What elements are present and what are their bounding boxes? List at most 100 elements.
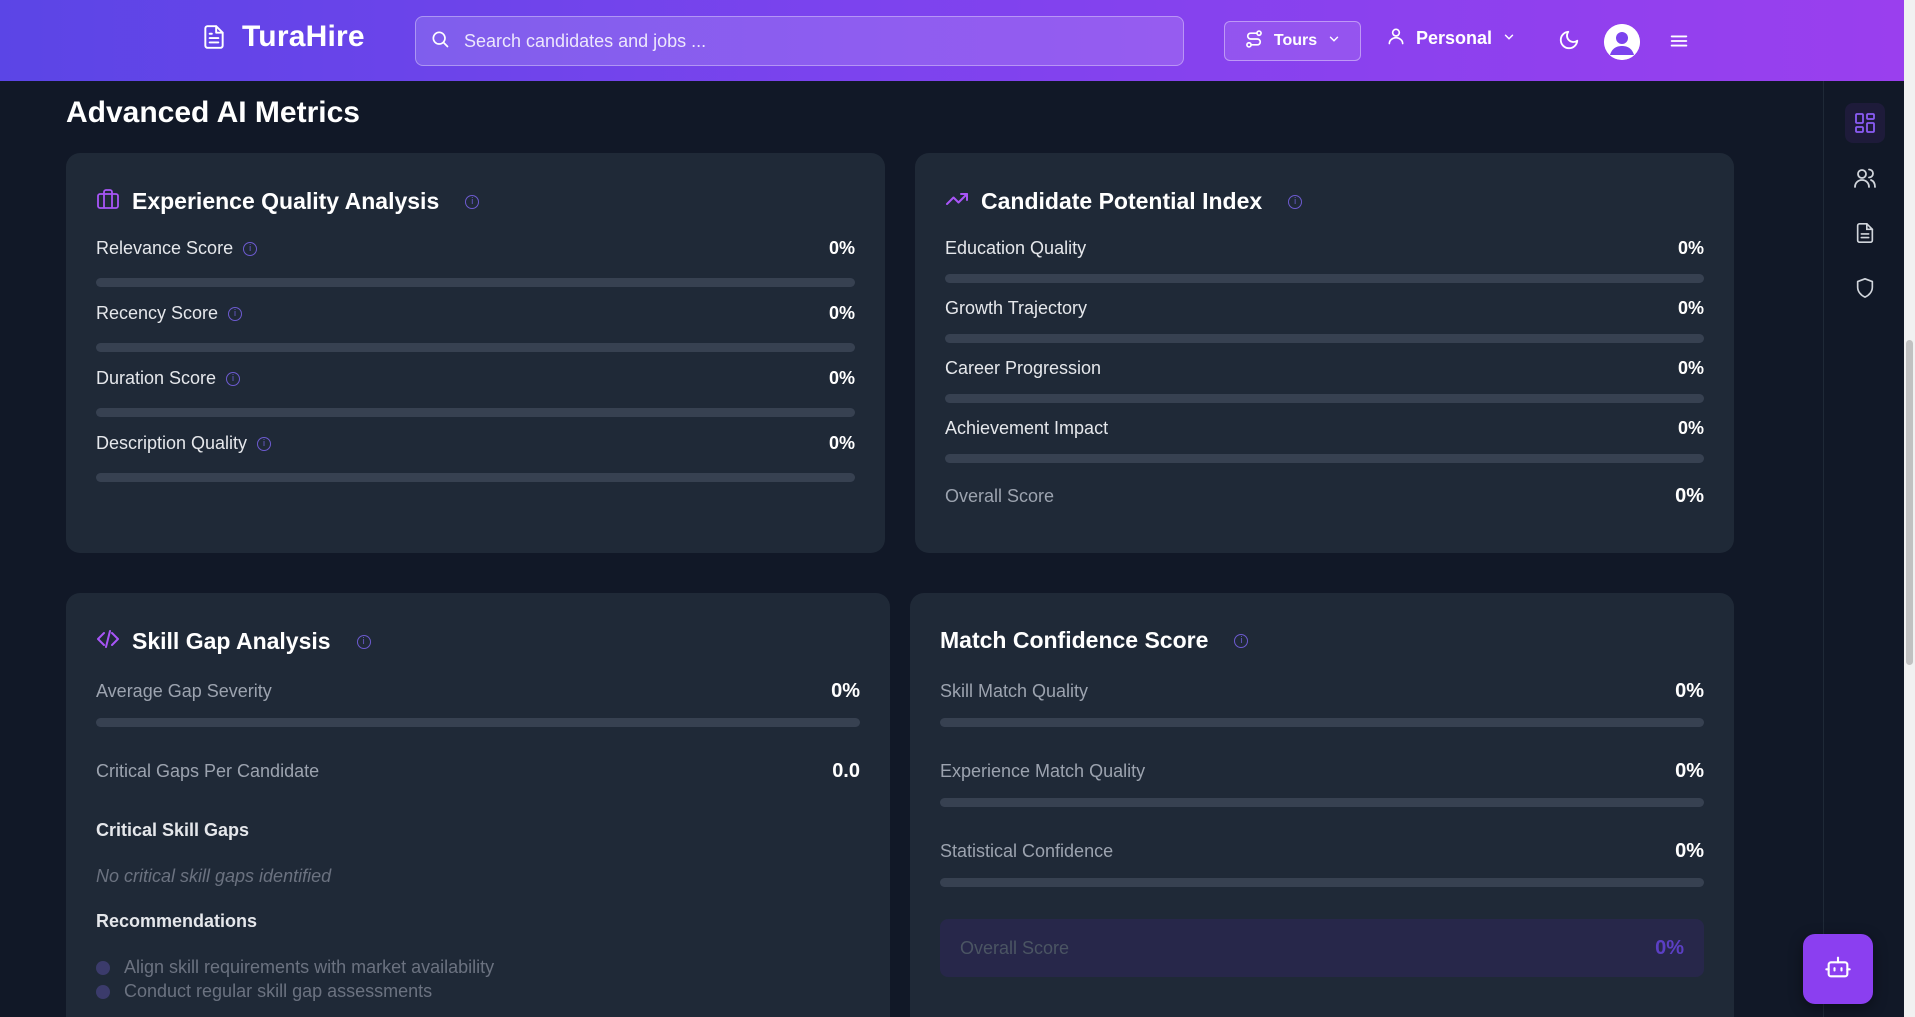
progress-bar bbox=[945, 334, 1704, 343]
scrollbar[interactable] bbox=[1904, 0, 1915, 1017]
info-icon[interactable]: i bbox=[1288, 194, 1303, 209]
metric-statistical-confidence: Statistical Confidence 0% bbox=[940, 840, 1704, 863]
overall-score-value: 0% bbox=[1655, 936, 1684, 959]
search-bar[interactable] bbox=[415, 16, 1184, 66]
metric-value: 0% bbox=[828, 433, 855, 453]
metric-label: Recency Score bbox=[96, 303, 219, 323]
route-icon bbox=[1244, 29, 1264, 54]
bullet-icon bbox=[96, 984, 110, 999]
skill-gap-card bbox=[66, 593, 890, 1017]
tours-button[interactable]: Tours bbox=[1224, 21, 1361, 61]
page-title: Advanced AI Metrics bbox=[66, 96, 360, 129]
metric-education-quality: Education Quality 0% bbox=[945, 238, 1704, 259]
metric-label: Critical Gaps Per Candidate bbox=[96, 761, 320, 781]
metric-label: Description Quality bbox=[96, 433, 248, 453]
metric-label: Education Quality bbox=[945, 238, 1087, 258]
progress-bar bbox=[96, 278, 855, 287]
briefcase-icon bbox=[96, 187, 120, 216]
trending-up-icon bbox=[945, 187, 969, 216]
empty-state: No critical skill gaps identified bbox=[96, 866, 332, 886]
recommendation-text: Align skill requirements with market ava… bbox=[124, 957, 495, 977]
progress-bar bbox=[96, 473, 855, 482]
metric-label: Relevance Score bbox=[96, 238, 234, 258]
right-sidebar bbox=[1823, 81, 1904, 1017]
progress-bar bbox=[96, 408, 855, 417]
info-icon[interactable]: i bbox=[226, 371, 241, 386]
progress-bar bbox=[945, 454, 1704, 463]
metric-label: Achievement Impact bbox=[945, 418, 1109, 438]
metric-label: Statistical Confidence bbox=[940, 841, 1114, 861]
metric-label: Average Gap Severity bbox=[96, 681, 272, 701]
info-icon[interactable]: i bbox=[1234, 633, 1249, 648]
shield-icon[interactable] bbox=[1845, 268, 1885, 308]
metric-value: 0% bbox=[828, 238, 855, 258]
brand[interactable]: TuraHire bbox=[200, 20, 365, 54]
metric-value: 0% bbox=[828, 303, 855, 323]
file-text-icon[interactable] bbox=[1845, 213, 1885, 253]
info-icon[interactable]: i bbox=[465, 194, 480, 209]
workspace-selector[interactable]: Personal bbox=[1386, 26, 1516, 51]
code-icon bbox=[96, 627, 120, 656]
critical-skill-gaps-heading: Critical Skill Gaps bbox=[96, 820, 250, 840]
moon-icon[interactable] bbox=[1558, 29, 1580, 56]
metric-career-progression: Career Progression 0% bbox=[945, 358, 1704, 379]
info-icon[interactable]: i bbox=[228, 306, 243, 321]
metric-value: 0% bbox=[831, 680, 860, 702]
document-icon bbox=[200, 23, 228, 51]
experience-quality-header: Experience Quality Analysis i bbox=[96, 187, 480, 216]
recommendation-text: Conduct regular skill gap assessments bbox=[124, 981, 433, 1001]
metric-value: 0% bbox=[1677, 358, 1704, 378]
menu-icon[interactable] bbox=[1668, 30, 1690, 57]
bot-icon bbox=[1824, 953, 1852, 986]
metric-value: 0% bbox=[828, 368, 855, 388]
workspace-label: Personal bbox=[1416, 28, 1493, 48]
info-icon[interactable]: i bbox=[257, 436, 272, 451]
list-item: Conduct regular skill gap assessments bbox=[96, 981, 432, 1002]
card-title: Candidate Potential Index bbox=[981, 188, 1263, 214]
brand-name: TuraHire bbox=[242, 20, 365, 53]
info-icon[interactable]: i bbox=[356, 634, 371, 649]
match-confidence-header: Match Confidence Score i bbox=[940, 627, 1249, 654]
metric-label: Duration Score bbox=[96, 368, 217, 388]
metric-value: 0% bbox=[1677, 238, 1704, 258]
metric-label: Growth Trajectory bbox=[945, 298, 1088, 318]
avatar[interactable] bbox=[1604, 24, 1640, 60]
metric-achievement-impact: Achievement Impact 0% bbox=[945, 418, 1704, 439]
card-title: Skill Gap Analysis bbox=[132, 628, 331, 654]
list-item: Align skill requirements with market ava… bbox=[96, 957, 494, 978]
dashboard-icon[interactable] bbox=[1845, 103, 1885, 143]
ai-assistant-button[interactable] bbox=[1803, 934, 1873, 1004]
card-title: Match Confidence Score bbox=[940, 627, 1209, 653]
chevron-down-icon bbox=[1502, 28, 1516, 49]
progress-bar bbox=[96, 718, 860, 727]
users-icon[interactable] bbox=[1845, 158, 1885, 198]
metric-skill-match-quality: Skill Match Quality 0% bbox=[940, 680, 1704, 703]
overall-score-label: Overall Score bbox=[945, 486, 1055, 506]
chevron-down-icon bbox=[1327, 32, 1341, 51]
candidate-potential-card bbox=[915, 153, 1734, 553]
metric-description-quality: Description Quality i 0% bbox=[96, 433, 855, 454]
progress-bar bbox=[940, 878, 1704, 887]
user-icon bbox=[1386, 26, 1406, 51]
metric-recency-score: Recency Score i 0% bbox=[96, 303, 855, 324]
progress-bar bbox=[940, 718, 1704, 727]
metric-label: Career Progression bbox=[945, 358, 1102, 378]
progress-bar bbox=[945, 394, 1704, 403]
metric-value: 0% bbox=[1675, 680, 1704, 702]
progress-bar bbox=[940, 798, 1704, 807]
metric-average-gap-severity: Average Gap Severity 0% bbox=[96, 680, 860, 703]
search-input[interactable] bbox=[464, 30, 1144, 52]
search-icon bbox=[430, 29, 450, 54]
metric-value: 0.0 bbox=[832, 760, 860, 782]
metric-growth-trajectory: Growth Trajectory 0% bbox=[945, 298, 1704, 319]
metric-duration-score: Duration Score i 0% bbox=[96, 368, 855, 389]
metric-label: Experience Match Quality bbox=[940, 761, 1146, 781]
top-header: TuraHire Tours Personal bbox=[0, 0, 1904, 81]
card-title: Experience Quality Analysis bbox=[132, 188, 440, 214]
info-icon[interactable]: i bbox=[243, 241, 258, 256]
overall-score-value: 0% bbox=[1675, 485, 1704, 507]
progress-bar bbox=[945, 274, 1704, 283]
overall-score-label: Overall Score bbox=[960, 937, 1070, 958]
overall-score-row: Overall Score 0% bbox=[945, 485, 1704, 508]
scrollbar-thumb[interactable] bbox=[1906, 340, 1913, 665]
